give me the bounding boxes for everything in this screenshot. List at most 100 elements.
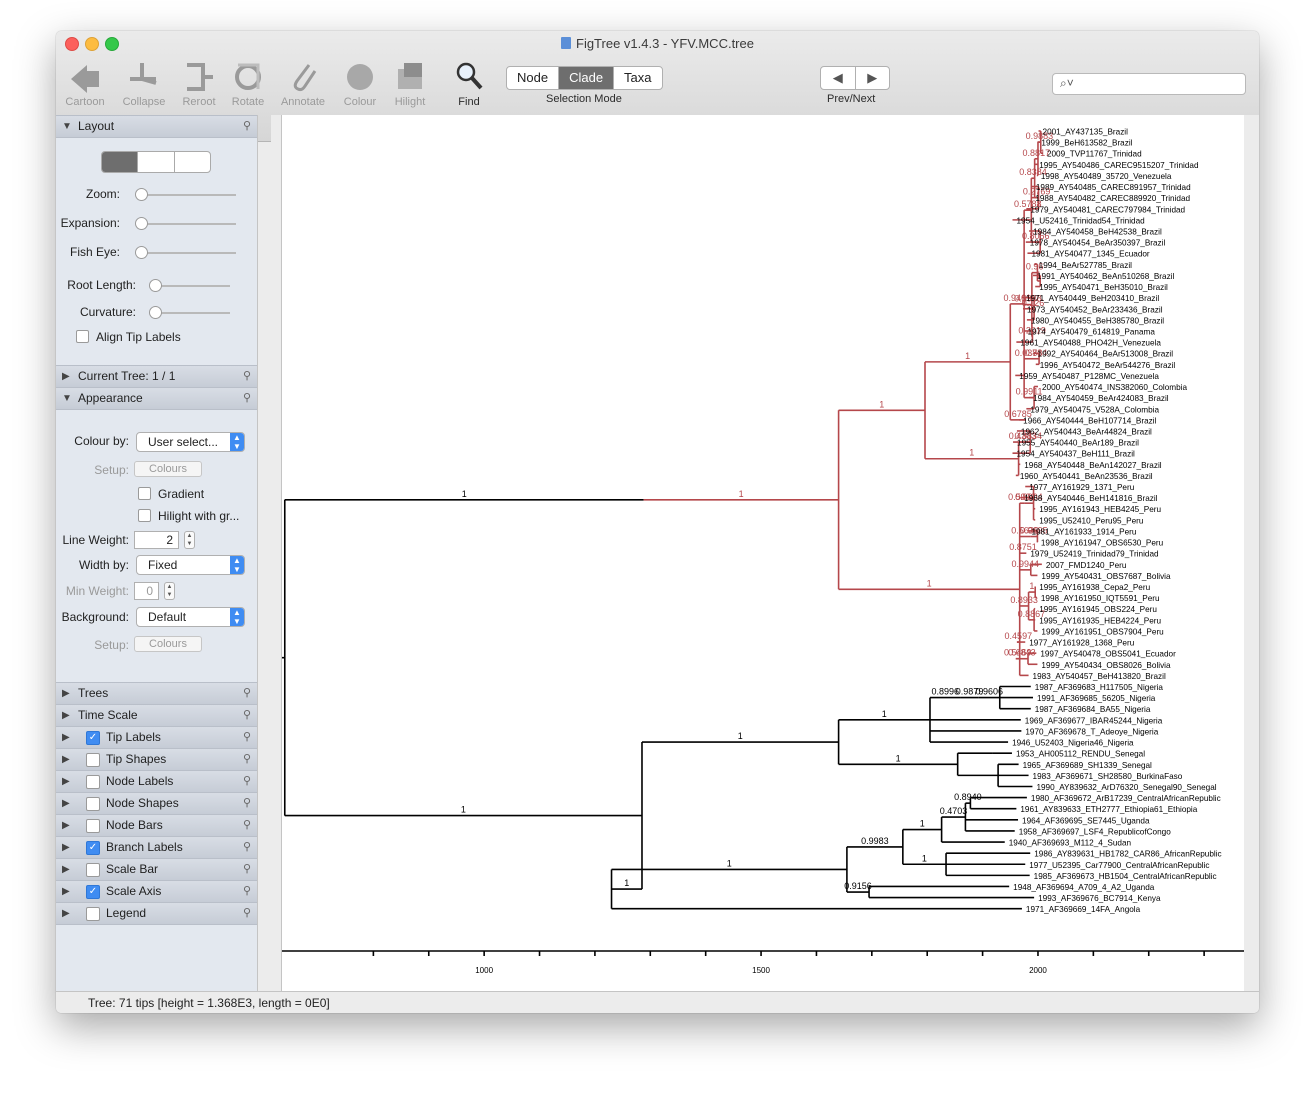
cartoon-button[interactable]: Cartoon [57, 59, 113, 108]
prev-next-control: ◀ ▶ [820, 66, 890, 90]
pin-icon[interactable]: ⚲ [242, 687, 251, 699]
vertical-scrollbar[interactable] [1244, 115, 1259, 991]
section-current-tree[interactable]: ▶ Current Tree: 1 / 1 ⚲ [56, 365, 257, 388]
tip-shapes-checkbox[interactable] [86, 753, 100, 767]
branch-label: 1 [462, 489, 467, 499]
section-layout[interactable]: ▼ Layout ⚲ [56, 115, 257, 138]
tip-label: 1995_AY540471_BeH35010_Brazil [1039, 283, 1168, 292]
line-weight-stepper[interactable]: ▲ ▼ [184, 531, 195, 549]
collapse-button[interactable]: Collapse [116, 59, 172, 108]
align-tip-labels-text: Align Tip Labels [96, 330, 181, 344]
next-button[interactable]: ▶ [856, 67, 890, 89]
zoom-button[interactable] [105, 37, 119, 51]
selection-mode-node[interactable]: Node [507, 67, 560, 89]
tip-label: 1970_AF369678_T_Adeoye_Nigeria [1025, 727, 1158, 736]
hilight-button[interactable]: Hilight [382, 59, 438, 108]
zoom-slider[interactable] [135, 188, 236, 201]
branch-label: 0.2769 [1023, 187, 1051, 197]
root-length-slider[interactable] [149, 279, 230, 292]
section-scale-bar[interactable]: ▶ Scale Bar ⚲ [56, 858, 257, 881]
legend-checkbox[interactable] [86, 907, 100, 921]
selection-mode-taxa[interactable]: Taxa [624, 70, 652, 85]
section-node-shapes[interactable]: ▶ Node Shapes ⚲ [56, 792, 257, 815]
curvature-slider[interactable] [149, 306, 230, 319]
checkbox-box[interactable] [76, 330, 89, 343]
prev-button[interactable]: ◀ [821, 67, 856, 89]
section-appearance-title: Appearance [78, 391, 143, 405]
node-bars-checkbox[interactable] [86, 819, 100, 833]
pin-icon[interactable]: ⚲ [242, 841, 251, 853]
section-legend-title: Legend [106, 906, 147, 920]
width-by-popup[interactable]: Fixed ▲ ▼ [136, 555, 245, 575]
align-tip-labels-checkbox[interactable]: Align Tip Labels [76, 330, 181, 344]
tip-labels-checkbox[interactable]: ✓ [86, 731, 100, 745]
branch-labels-checkbox[interactable]: ✓ [86, 841, 100, 855]
checkbox-box[interactable] [138, 487, 151, 500]
slider-knob[interactable] [135, 246, 148, 259]
pin-icon[interactable]: ⚲ [242, 885, 251, 897]
fish-eye-slider[interactable] [135, 246, 236, 259]
pin-icon[interactable]: ⚲ [242, 753, 251, 765]
line-weight-field[interactable]: 2 [134, 531, 179, 549]
section-node-labels[interactable]: ▶ Node Labels ⚲ [56, 770, 257, 793]
pin-icon[interactable]: ⚲ [242, 797, 251, 809]
slider-knob[interactable] [149, 306, 162, 319]
minimize-button[interactable] [85, 37, 99, 51]
slider-knob[interactable] [135, 188, 148, 201]
pin-icon[interactable]: ⚲ [242, 819, 251, 831]
gradient-checkbox[interactable]: Gradient [138, 487, 204, 501]
colours-button[interactable]: Colours [134, 461, 202, 477]
pin-icon[interactable]: ⚲ [242, 907, 251, 919]
section-legend[interactable]: ▶ Legend ⚲ [56, 902, 257, 925]
node-labels-checkbox[interactable] [86, 775, 100, 789]
setup-label-2: Setup: [94, 638, 129, 652]
slider-knob[interactable] [149, 279, 162, 292]
checkbox-box[interactable] [138, 509, 151, 522]
status-bar: Tree: 71 tips [height = 1.368E3, length … [56, 991, 1259, 1013]
close-button[interactable] [65, 37, 79, 51]
pin-icon[interactable]: ⚲ [242, 392, 251, 404]
section-trees[interactable]: ▶ Trees ⚲ [56, 682, 257, 705]
section-time-scale[interactable]: ▶ Time Scale ⚲ [56, 704, 257, 727]
pin-icon[interactable]: ⚲ [242, 863, 251, 875]
colour-button[interactable]: Colour [332, 59, 388, 108]
slider-knob[interactable] [135, 217, 148, 230]
branch-label: 1 [896, 753, 901, 763]
search-field[interactable]: ⌕˅ [1052, 73, 1246, 95]
colours-button-2[interactable]: Colours [134, 636, 202, 652]
find-button[interactable]: Find [441, 59, 497, 108]
min-weight-stepper[interactable]: ▲ ▼ [164, 582, 175, 600]
background-popup[interactable]: Default ▲ ▼ [136, 607, 245, 627]
rectangular-layout-button[interactable] [102, 152, 139, 172]
expansion-slider[interactable] [135, 217, 236, 230]
section-tip-labels[interactable]: ▶ ✓ Tip Labels ⚲ [56, 726, 257, 749]
hilight-checkbox[interactable]: Hilight with gr... [138, 509, 239, 523]
rotate-button[interactable]: Rotate [220, 59, 276, 108]
node-shapes-checkbox[interactable] [86, 797, 100, 811]
radial-layout-button[interactable] [175, 152, 210, 172]
min-weight-field[interactable]: 0 [134, 582, 159, 600]
pin-icon[interactable]: ⚲ [242, 370, 251, 382]
reroot-button[interactable]: Reroot [171, 59, 227, 108]
section-node-bars[interactable]: ▶ Node Bars ⚲ [56, 814, 257, 837]
annotate-button[interactable]: Annotate [275, 59, 331, 108]
polar-layout-button[interactable] [138, 152, 175, 172]
section-appearance[interactable]: ▼ Appearance ⚲ [56, 387, 257, 410]
section-scale-axis[interactable]: ▶ ✓ Scale Axis ⚲ [56, 880, 257, 903]
section-tip-shapes[interactable]: ▶ Tip Shapes ⚲ [56, 748, 257, 771]
pin-icon[interactable]: ⚲ [242, 775, 251, 787]
disclosure-closed-icon: ▶ [62, 908, 70, 919]
pin-icon[interactable]: ⚲ [242, 731, 251, 743]
tip-label: 1954_U52416_Trinidad54_Trinidad [1016, 216, 1145, 225]
colour-by-popup[interactable]: User select... ▲ ▼ [136, 432, 245, 452]
tip-label: 1983_AY540457_BeH413820_Brazil [1033, 672, 1166, 681]
selection-mode-clade[interactable]: Clade [559, 67, 615, 89]
split-divider[interactable] [271, 115, 282, 991]
tree-canvas[interactable]: 1 1 1 1 0.9461 0.5788 0.8384 0.8817 0.9883 2001_A… [279, 115, 1244, 991]
section-branch-labels[interactable]: ▶ ✓ Branch Labels ⚲ [56, 836, 257, 859]
pin-icon[interactable]: ⚲ [242, 709, 251, 721]
scale-axis-checkbox[interactable]: ✓ [86, 885, 100, 899]
pin-icon[interactable]: ⚲ [242, 120, 251, 132]
scale-bar-checkbox[interactable] [86, 863, 100, 877]
phylogenetic-tree[interactable]: 1 1 1 1 0.9461 0.5788 0.8384 0.8817 0.98832001_A… [279, 115, 1244, 991]
